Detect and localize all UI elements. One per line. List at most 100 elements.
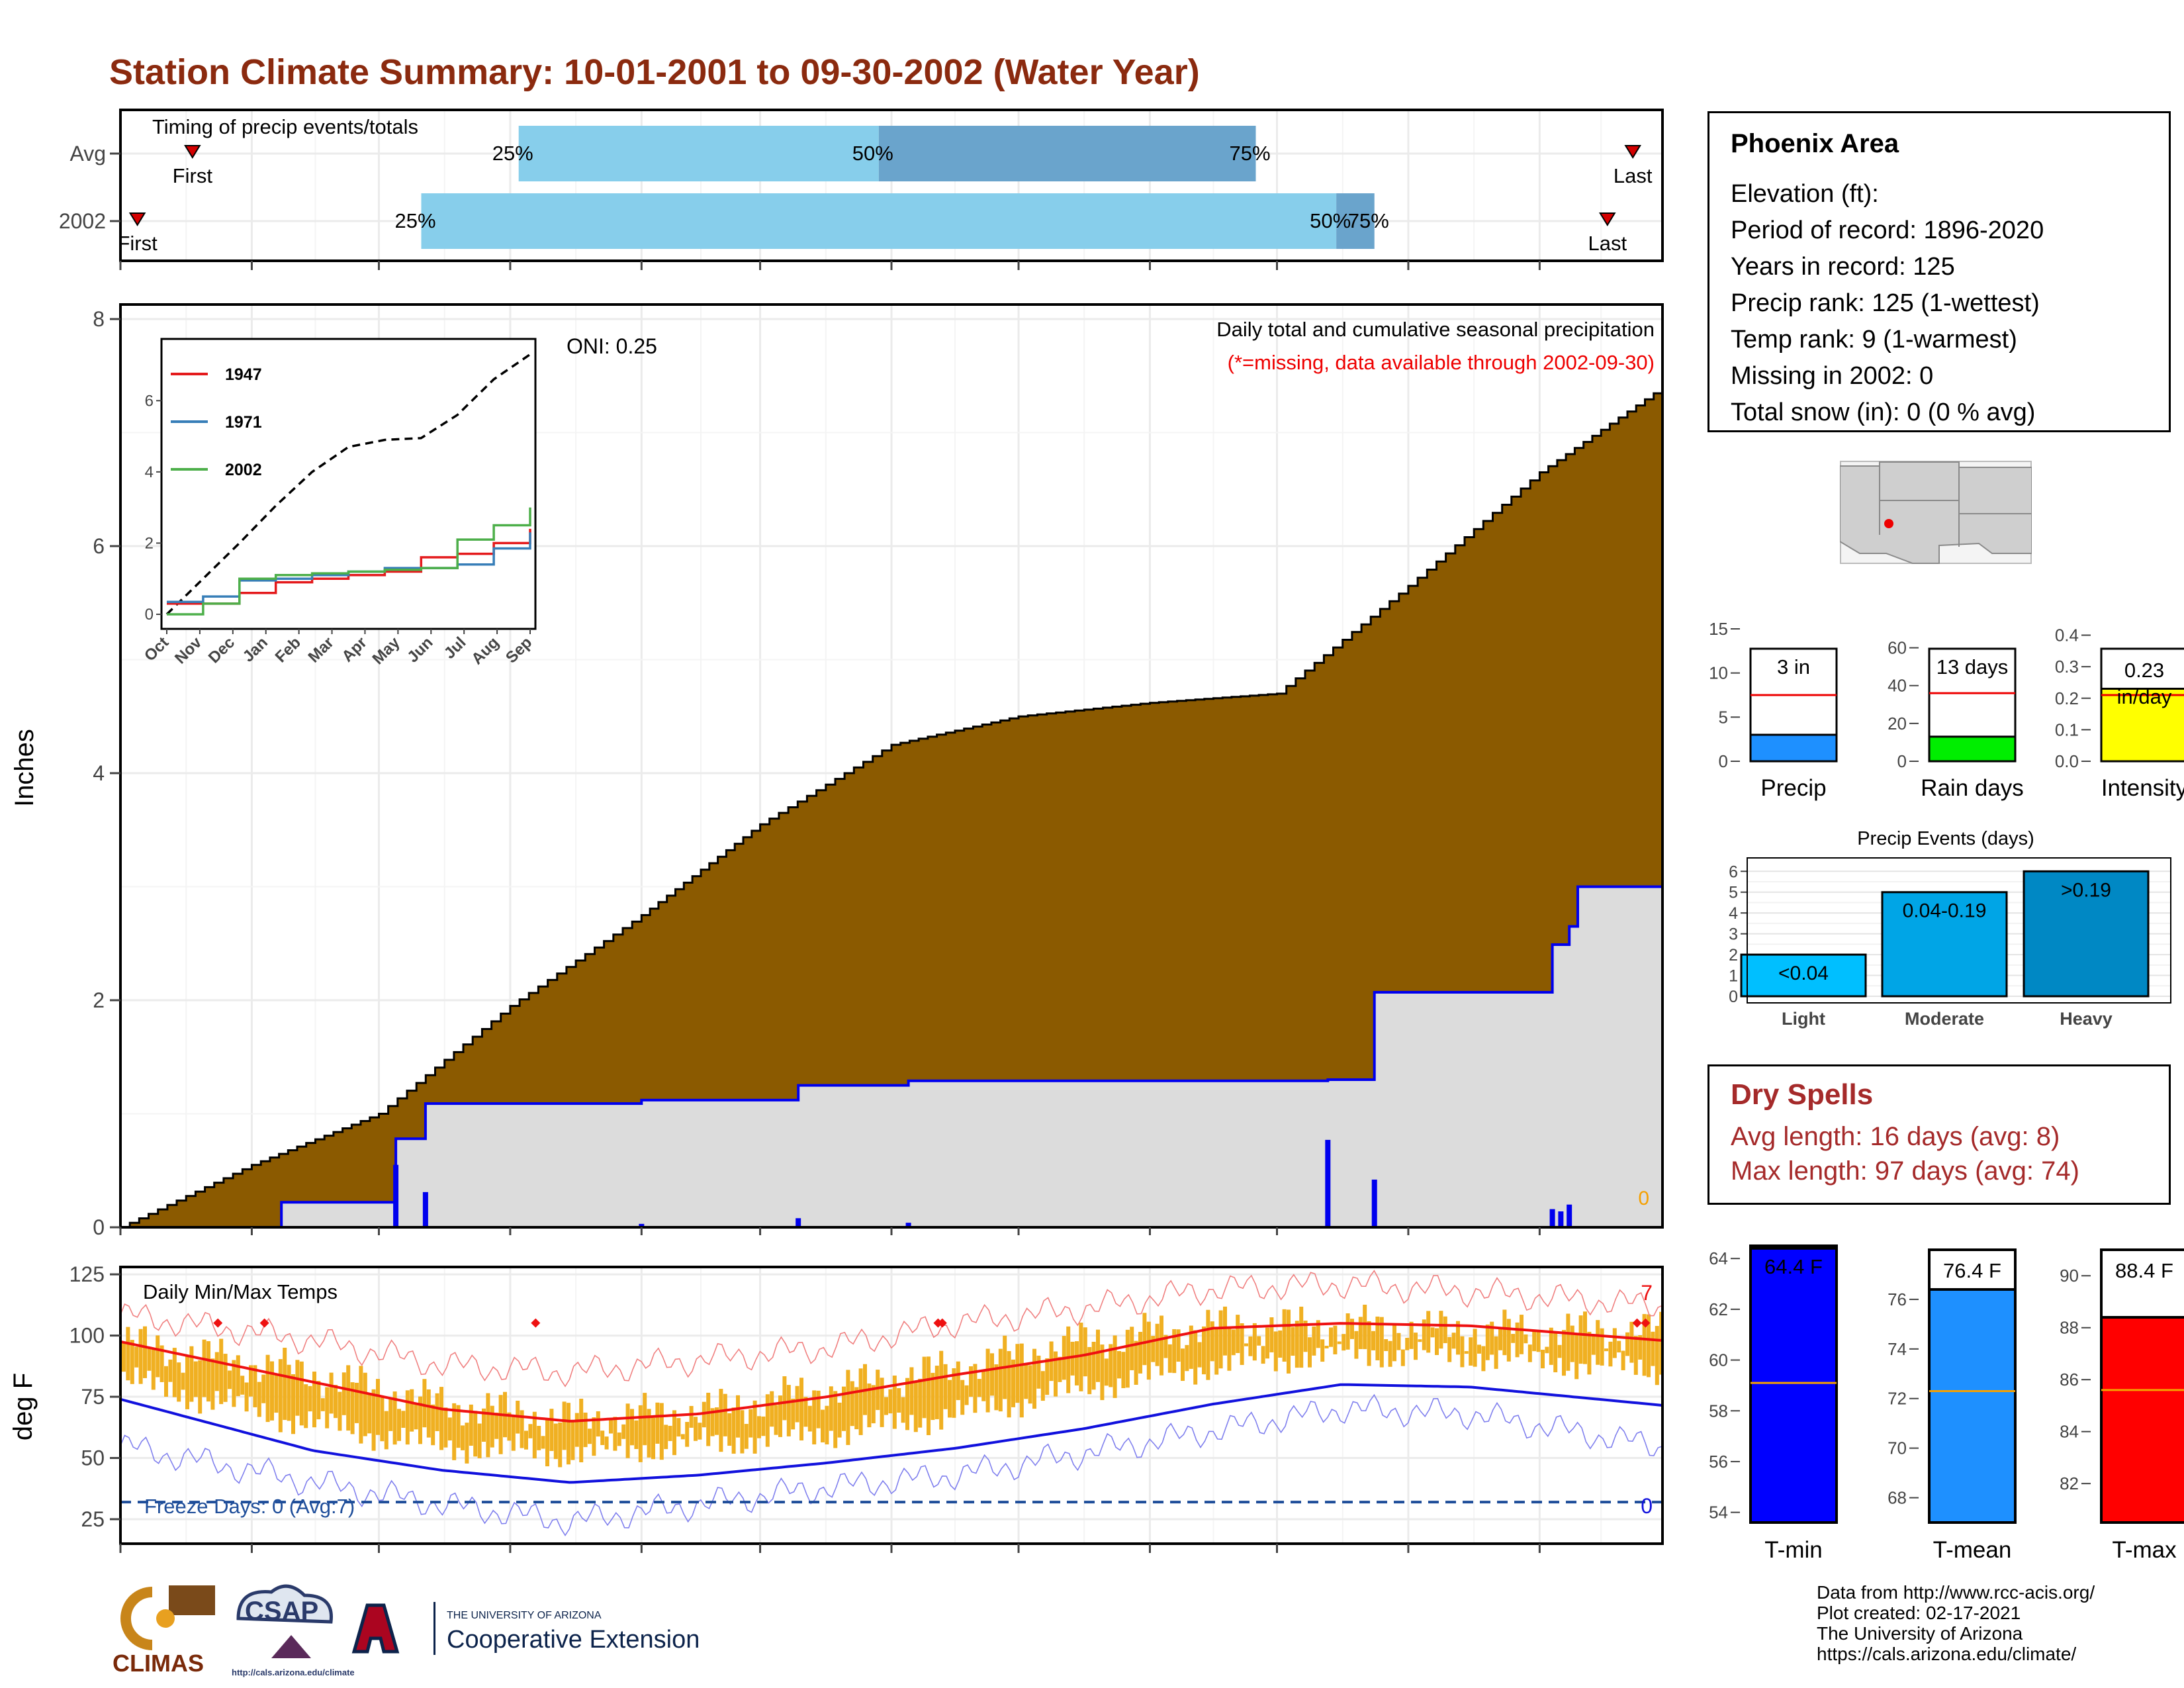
daily-temp-range-bar [494,1413,499,1439]
daily-temp-range-bar [998,1348,1003,1412]
gauge-tick-label: 0.1 [2055,720,2079,739]
temp-gauge-tick-label: 54 [1709,1503,1728,1523]
daily-temp-range-bar [1083,1327,1087,1377]
daily-temp-range-bar [1498,1328,1502,1350]
daily-temp-range-bar [181,1372,185,1390]
daily-temp-range-bar [994,1364,999,1411]
record-high-marker [1632,1318,1642,1328]
daily-temp-range-bar [401,1411,406,1428]
daily-temp-range-bar [1261,1346,1265,1364]
csap-url: http://cals.arizona.edu/climate [232,1667,355,1677]
daily-temp-range-bar [1566,1313,1570,1371]
daily-temp-range-bar [719,1389,723,1452]
inset-x-label: May [369,633,404,669]
daily-temp-range-bar [1087,1346,1092,1395]
daily-temp-range-bar [1176,1329,1181,1362]
timing-last-marker [1624,145,1641,159]
timing-p75-label: 75% [1229,142,1270,165]
daily-temp-range-bar [969,1366,973,1397]
daily-temp-range-bar [147,1346,152,1371]
station-period: Period of record: 1896-2020 [1731,216,2044,244]
inset-series-line [167,507,531,616]
daily-temp-range-bar [541,1436,545,1449]
temp-gauge-label: T-min [1764,1537,1823,1562]
gauge-value-text: 13 days [1936,655,2009,679]
daily-temp-range-bar [1354,1331,1359,1359]
station-marker [1884,519,1893,528]
daily-temp-range-bar [1439,1311,1443,1349]
daily-temp-range-bar [1036,1355,1041,1389]
inset-series-line [167,528,531,605]
station-snow: Total snow (in): 0 (0 % avg) [1731,399,2036,426]
daily-temp-range-bar [825,1405,829,1444]
daily-temp-range-bar [574,1413,579,1447]
record-high-marker [937,1318,947,1328]
inset-x-label: Mar [305,633,338,666]
daily-temp-range-bar [122,1342,126,1372]
daily-temp-range-bar [532,1411,537,1459]
gauge-value-bar [1749,733,1838,763]
daily-temp-range-bar [1511,1334,1516,1343]
timing-bar-50-75 [1336,193,1375,249]
daily-temp-range-bar [1342,1334,1346,1351]
gauge-tick-label: 40 [1888,676,1907,696]
daily-temp-range-bar [511,1415,516,1451]
climas-logo: CLIMAS [113,1585,215,1677]
daily-temp-range-bar [1506,1319,1511,1362]
daily-temp-range-bar [829,1386,833,1431]
daily-temp-range-bar [1130,1327,1134,1370]
daily-temp-range-bar [447,1417,452,1441]
daily-temp-range-bar [858,1368,863,1435]
daily-temp-range-bar [1273,1331,1278,1372]
credit-plot-created: Plot created: 02-17-2021 [1817,1603,2021,1623]
gauge-tick-label: 0 [1897,751,1907,771]
daily-temp-range-bar [1422,1319,1426,1350]
daily-temp-range-bar [308,1385,312,1412]
gauge-value-bar [2100,687,2184,763]
daily-temp-range-bar [1379,1317,1384,1368]
daily-temp-range-bar [1451,1333,1456,1349]
gauge-tick-label: 60 [1888,638,1907,658]
daily-temp-range-bar [185,1354,189,1409]
daily-temp-range-bar [524,1430,528,1450]
events-frame [1747,857,2171,1004]
daily-temp-range-bar [232,1360,236,1407]
daily-temp-range-bar [236,1355,240,1397]
daily-temp-range-bar [397,1409,401,1441]
daily-temp-range-bar [1265,1327,1269,1359]
daily-temp-range-bar [1011,1359,1015,1407]
daily-temp-range-bar [193,1361,198,1397]
inset-legend-label: 1971 [225,413,262,432]
daily-temp-range-bar [1210,1321,1214,1362]
daily-temp-range-bar [130,1340,134,1384]
daily-temp-range-bar [1494,1336,1498,1369]
inset-x-label: Sep [502,633,535,667]
daily-temp-range-bar [694,1417,698,1441]
daily-temp-range-bar [1113,1335,1117,1398]
daily-precip-bar [1558,1211,1564,1227]
daily-temp-range-bar [320,1398,325,1411]
daily-temp-range-bar [922,1356,927,1419]
daily-temp-range-bar [189,1346,194,1402]
daily-temp-range-bar [765,1394,770,1447]
daily-temp-range-bar [570,1420,575,1460]
daily-temp-range-bar [1185,1344,1189,1372]
daily-temp-range-bar [977,1379,981,1397]
daily-temp-range-bar [621,1424,626,1439]
avg-min-line [120,1383,1662,1484]
daily-temp-range-bar [583,1412,588,1448]
daily-temp-range-bar [341,1372,346,1415]
temp-y-tick-label: 125 [69,1262,105,1286]
gauge-label: Rain days [1921,775,2024,801]
daily-temp-range-bar [1240,1323,1244,1365]
daily-temp-range-bar [291,1374,295,1434]
credit-url: https://cals.arizona.edu/climate/ [1817,1644,2077,1664]
daily-precip-bar [1371,1179,1377,1227]
temp-y-tick-label: 25 [81,1507,105,1531]
daily-temp-range-bar [1549,1327,1553,1365]
daily-temp-range-bar [287,1364,291,1421]
inset-frame [160,338,537,630]
daily-temp-range-bar [630,1409,634,1446]
station-precip-rank: Precip rank: 125 (1-wettest) [1731,289,2040,317]
daily-temp-range-bar [143,1326,147,1378]
